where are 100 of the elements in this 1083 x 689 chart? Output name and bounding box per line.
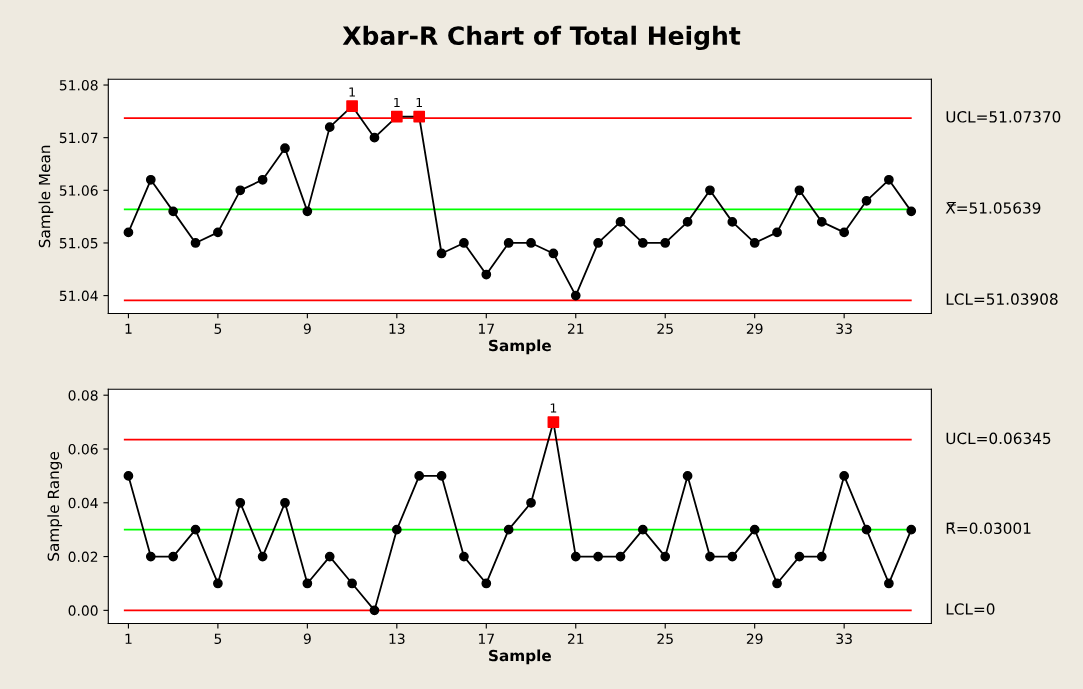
point — [727, 551, 738, 562]
point — [615, 551, 626, 562]
point — [548, 248, 559, 259]
point — [570, 290, 581, 301]
point — [749, 524, 760, 535]
x-axis-title: Sample — [489, 649, 551, 665]
x-tick-label: 5 — [214, 323, 222, 334]
point — [213, 227, 223, 238]
point — [346, 100, 358, 112]
ref-line-label: LCL=51.03908 — [946, 293, 1058, 305]
point — [503, 524, 514, 535]
point — [727, 217, 738, 227]
point — [570, 551, 581, 562]
point — [257, 174, 268, 185]
point — [705, 551, 715, 562]
point — [884, 174, 894, 185]
point — [459, 551, 469, 562]
point — [413, 110, 426, 123]
point — [593, 551, 603, 562]
point — [861, 195, 872, 206]
x-tick-label: 21 — [567, 633, 584, 644]
x-tick-label: 25 — [657, 323, 673, 334]
point — [526, 238, 536, 248]
point — [436, 471, 447, 481]
point — [794, 551, 805, 562]
y-tick-label: 0.00 — [68, 605, 98, 616]
point — [861, 524, 872, 535]
point — [794, 185, 805, 196]
y-tick-label: 51.07 — [59, 132, 98, 144]
ref-line-label: X̿=51.05639 — [945, 202, 1041, 214]
x-tick-label: 21 — [567, 323, 584, 334]
y-tick-label: 51.05 — [59, 237, 98, 249]
ref-line-label: R̄=0.03001 — [946, 522, 1031, 535]
point — [235, 497, 246, 508]
point — [324, 122, 335, 133]
point — [503, 238, 514, 248]
point — [839, 227, 850, 238]
x-tick-label: 17 — [478, 323, 494, 334]
point — [593, 238, 603, 248]
point — [145, 551, 156, 562]
point — [123, 227, 134, 238]
point — [436, 248, 447, 259]
point — [906, 206, 917, 217]
point — [145, 174, 156, 185]
point — [123, 471, 134, 481]
point — [526, 497, 536, 508]
point — [302, 578, 313, 589]
annotation: 1 — [416, 97, 423, 108]
point — [324, 551, 335, 562]
point — [390, 110, 403, 123]
y-tick-label: 51.06 — [59, 185, 98, 196]
point — [168, 551, 179, 562]
ref-line-label: LCL=0 — [946, 603, 995, 615]
x-tick-label: 25 — [657, 633, 673, 645]
point — [369, 132, 380, 143]
ref-line-label: UCL=51.07370 — [946, 111, 1061, 123]
point — [414, 471, 425, 481]
x-tick-label: 9 — [303, 323, 311, 334]
point — [190, 524, 201, 535]
x-tick-label: 33 — [836, 633, 852, 645]
x-tick-label: 13 — [389, 323, 405, 334]
point — [190, 238, 201, 248]
point — [660, 551, 671, 562]
point — [391, 524, 402, 535]
point — [637, 238, 648, 248]
x-tick-label: 33 — [836, 323, 852, 334]
y-axis-title: Sample Range — [47, 451, 63, 561]
point — [235, 185, 246, 196]
x-tick-label: 29 — [746, 633, 763, 645]
x-tick-label: 17 — [478, 633, 494, 644]
x-tick-label: 13 — [389, 633, 405, 645]
point — [705, 185, 715, 196]
annotation: 1 — [550, 403, 557, 413]
x-axis-title: Sample — [489, 339, 551, 355]
point — [302, 206, 313, 217]
point — [816, 217, 827, 227]
point — [884, 578, 894, 589]
y-tick-label: 0.04 — [68, 497, 98, 509]
annotation: 1 — [394, 97, 400, 108]
point — [637, 524, 648, 535]
point — [816, 551, 827, 562]
point — [839, 471, 850, 481]
y-axis-title: Sample Mean — [38, 145, 54, 248]
point — [369, 605, 380, 616]
x-tick-label: 9 — [303, 633, 311, 645]
y-tick-label: 0.06 — [68, 443, 98, 455]
point — [257, 551, 268, 562]
point — [682, 471, 693, 481]
point — [459, 238, 469, 248]
point — [481, 269, 492, 280]
point — [772, 227, 782, 238]
ref-line-label: UCL=0.06345 — [946, 432, 1051, 445]
y-tick-label: 0.02 — [68, 551, 98, 563]
point — [547, 416, 560, 428]
x-tick-label: 29 — [746, 323, 763, 334]
y-tick-label: 0.08 — [68, 390, 98, 401]
point — [772, 578, 782, 589]
y-tick-label: 51.04 — [59, 290, 98, 302]
point — [213, 578, 223, 589]
point — [280, 143, 290, 154]
